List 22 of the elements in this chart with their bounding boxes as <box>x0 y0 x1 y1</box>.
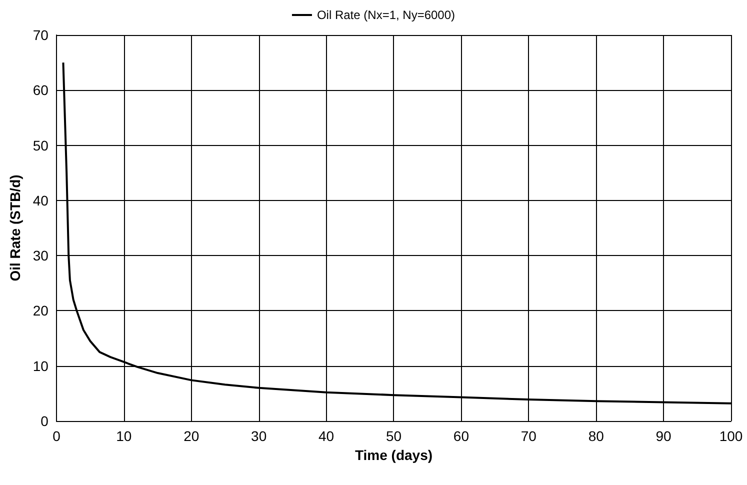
y-tick-label: 70 <box>32 27 49 43</box>
x-tick-label: 70 <box>520 428 537 444</box>
y-tick-label: 10 <box>32 358 49 374</box>
x-tick-label: 80 <box>588 428 604 444</box>
y-tick-label: 60 <box>32 82 49 98</box>
x-tick-label: 20 <box>184 428 200 444</box>
x-tick-label: 50 <box>386 428 402 444</box>
x-tick-label: 60 <box>453 428 470 444</box>
x-tick-label: 0 <box>52 428 61 444</box>
y-tick-label: 0 <box>40 413 49 429</box>
legend-label: Oil Rate (Nx=1, Ny=6000) <box>316 8 456 22</box>
y-axis-title: Oil Rate (STB/d) <box>7 174 23 282</box>
y-tick-label: 30 <box>32 248 49 264</box>
x-tick-label: 10 <box>116 428 132 444</box>
y-tick-label: 50 <box>32 137 49 154</box>
y-tick-label: 40 <box>32 192 49 208</box>
x-axis-title: Time (days) <box>354 446 433 463</box>
x-tick-label: 100 <box>719 428 743 444</box>
y-tick-label: 20 <box>32 302 49 319</box>
x-tick-label: 40 <box>318 428 334 444</box>
x-tick-label: 30 <box>251 428 267 444</box>
x-tick-label: 90 <box>656 428 672 444</box>
